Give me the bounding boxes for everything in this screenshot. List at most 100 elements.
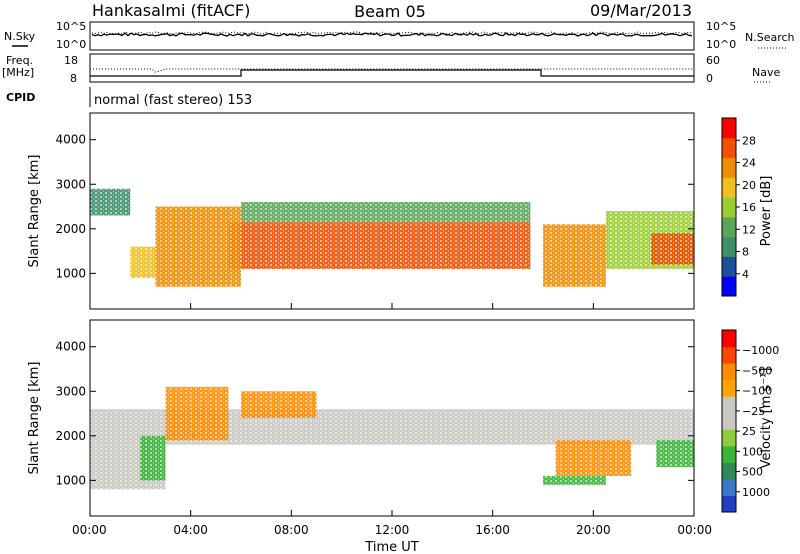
colorbar-tick-label: −25 bbox=[742, 405, 765, 418]
colorbar-swatch bbox=[722, 330, 736, 348]
freq-line bbox=[90, 68, 694, 73]
echo-texture bbox=[90, 188, 131, 216]
colorbar-tick-label: 500 bbox=[742, 466, 763, 479]
noise-sky-line bbox=[91, 32, 693, 37]
colorbar-swatch bbox=[722, 216, 736, 238]
colorbar-tick-label: 12 bbox=[742, 223, 756, 236]
x-tick-label: 16:00 bbox=[475, 523, 510, 537]
colorbar-tick-label: 25 bbox=[742, 425, 756, 438]
x-tick-label: 00:00 bbox=[72, 523, 107, 537]
velocity-cbar-label: Velocity [m s⁻¹] bbox=[759, 368, 774, 469]
colorbar-swatch bbox=[722, 379, 736, 397]
colorbar-tick-label: −500 bbox=[742, 364, 772, 377]
colorbar-tick-label: −1000 bbox=[742, 344, 779, 357]
power-ylabel: Slant Range [km] bbox=[27, 155, 42, 268]
noise-search-line bbox=[91, 31, 693, 35]
power-echo-layer bbox=[90, 188, 694, 287]
x-tick-label: 20:00 bbox=[576, 523, 611, 537]
velocity-y-axis: 1000 2000 3000 4000 bbox=[55, 340, 694, 487]
nave-tick-top: 60 bbox=[706, 54, 720, 67]
noise-tick-left-top: 10^5 bbox=[56, 20, 86, 33]
nave-tick-bottom: 0 bbox=[706, 72, 713, 85]
colorbar-swatch bbox=[722, 236, 736, 257]
x-tick-label: 00:00 bbox=[677, 523, 712, 537]
colorbar-swatch bbox=[722, 157, 736, 178]
colorbar-tick-label: −100 bbox=[742, 385, 772, 398]
power-panel: 1000 2000 3000 4000 Slant Range [km] 4 8 12 16… bbox=[27, 112, 774, 310]
y-tick-label: 4000 bbox=[55, 133, 86, 147]
nsky-label: N.Sky bbox=[4, 30, 36, 43]
echo-texture bbox=[228, 222, 531, 269]
colorbar-swatch bbox=[722, 363, 736, 381]
colorbar-tick-label: 1000 bbox=[742, 486, 770, 499]
nave-line bbox=[90, 69, 694, 77]
colorbar-swatch bbox=[722, 462, 736, 480]
colorbar-swatch bbox=[722, 429, 736, 447]
colorbar-tick-label: 8 bbox=[742, 246, 749, 259]
y-tick-label: 4000 bbox=[55, 340, 86, 354]
freq-panel: Freq. [MHz] 18 8 60 0 Nave bbox=[2, 53, 780, 85]
echo-texture bbox=[241, 391, 317, 418]
colorbar-tick-label: 16 bbox=[742, 201, 756, 214]
beam-label: Beam 05 bbox=[354, 2, 426, 21]
x-tick-label: 04:00 bbox=[173, 523, 208, 537]
colorbar-tick-label: 28 bbox=[742, 134, 756, 147]
echo-texture bbox=[140, 435, 166, 481]
echo-texture bbox=[130, 246, 156, 278]
x-tick-label: 12:00 bbox=[375, 523, 410, 537]
echo-texture bbox=[165, 386, 229, 441]
echo-texture bbox=[651, 233, 694, 265]
colorbar-tick-label: 20 bbox=[742, 179, 756, 192]
echo-texture bbox=[543, 475, 606, 485]
colorbar-swatch bbox=[722, 495, 736, 513]
velocity-panel: 1000 2000 3000 4000 00:00 04:00 08:00 12:00 16:… bbox=[27, 303, 779, 554]
y-tick-label: 1000 bbox=[55, 266, 86, 280]
noise-tick-right-bottom: 10^0 bbox=[706, 38, 736, 51]
velocity-echo-layer bbox=[90, 386, 694, 490]
colorbar-swatch bbox=[722, 137, 736, 159]
colorbar-swatch bbox=[722, 197, 736, 218]
echo-texture bbox=[241, 202, 531, 223]
colorbar-swatch bbox=[722, 177, 736, 198]
y-tick-label: 3000 bbox=[55, 384, 86, 398]
echo-texture bbox=[155, 206, 241, 287]
nsearch-label: N.Search bbox=[745, 31, 795, 44]
colorbar-swatch bbox=[722, 118, 736, 139]
power-cbar-label: Power [dB] bbox=[759, 176, 774, 247]
y-tick-label: 3000 bbox=[55, 177, 86, 191]
date-label: 09/Mar/2013 bbox=[590, 1, 692, 20]
velocity-ylabel: Slant Range [km] bbox=[27, 362, 42, 475]
colorbar-swatch bbox=[722, 256, 736, 277]
colorbar-swatch bbox=[722, 276, 736, 297]
freq-label: Freq. bbox=[6, 54, 33, 67]
power-colorbar: 4 8 12 16 20 24 28 bbox=[721, 117, 756, 297]
y-tick-label: 1000 bbox=[55, 473, 86, 487]
freq-tick-bottom: 8 bbox=[70, 72, 77, 85]
noise-panel: N.Sky 10^5 10^0 10^5 10^0 N.Search bbox=[4, 20, 795, 51]
velocity-colorbar: 1000 500 100 25 −25 −100 −500 −1000 bbox=[721, 329, 779, 513]
colorbar-swatch bbox=[722, 445, 736, 463]
colorbar-tick-label: 100 bbox=[742, 445, 763, 458]
y-tick-label: 2000 bbox=[55, 429, 86, 443]
echo-texture bbox=[656, 440, 694, 467]
velocity-x-axis: 00:00 04:00 08:00 12:00 16:00 20:00 00:00 bbox=[72, 303, 712, 537]
colorbar-tick-label: 4 bbox=[742, 268, 749, 281]
noise-tick-left-bottom: 10^0 bbox=[56, 38, 86, 51]
colorbar-swatch bbox=[722, 412, 736, 430]
colorbar-tick-label: 24 bbox=[742, 157, 756, 170]
colorbar-swatch bbox=[722, 396, 736, 414]
freq-tick-top: 18 bbox=[64, 54, 78, 67]
echo-texture bbox=[555, 440, 632, 476]
cpid-label: CPID bbox=[6, 91, 35, 104]
noise-tick-right-top: 10^5 bbox=[706, 20, 736, 33]
colorbar-frame bbox=[721, 329, 737, 513]
x-axis-title: Time UT bbox=[364, 540, 418, 554]
colorbar-swatch bbox=[722, 478, 736, 496]
cpid-text: normal (fast stereo) 153 bbox=[94, 93, 252, 108]
station-title: Hankasalmi (fitACF) bbox=[92, 1, 250, 20]
echo-texture bbox=[543, 224, 606, 287]
colorbar-swatch bbox=[722, 346, 736, 364]
y-tick-label: 2000 bbox=[55, 222, 86, 236]
x-tick-label: 08:00 bbox=[274, 523, 309, 537]
power-y-axis: 1000 2000 3000 4000 bbox=[55, 133, 694, 280]
